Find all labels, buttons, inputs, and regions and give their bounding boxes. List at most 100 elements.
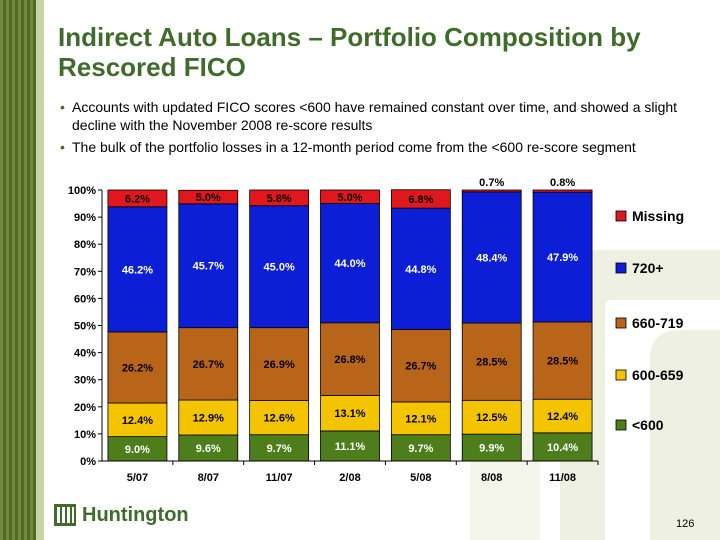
bar-segment (178, 189, 239, 205)
stacked-bar-chart: 0% 10% 20% 30% 40% 50% 60% 70% 80% 90% 100% 9.0% 12… (68, 177, 684, 484)
bar-segment (532, 191, 593, 323)
x-tick-label: 11/07 (266, 472, 293, 484)
legend-label: Missing (632, 208, 684, 224)
legend-swatch (615, 369, 627, 381)
legend-label: 660-719 (632, 315, 684, 331)
bar-segment (390, 189, 451, 209)
bar-segment (107, 206, 168, 333)
bar-segment (107, 331, 168, 404)
bar-segment (320, 203, 380, 324)
data-label: 44.0% (334, 258, 365, 270)
bar-segment (532, 321, 593, 400)
data-label: 45.0% (264, 262, 295, 274)
bar-segment (249, 327, 310, 401)
y-tick-label: 50% (74, 321, 96, 333)
bar-segment (320, 395, 380, 432)
chart-legend: Missing 720+ 660-719 600-659 <600 (615, 208, 684, 433)
y-tick-label: 80% (74, 239, 96, 251)
y-tick-label: 20% (74, 402, 96, 414)
legend-label: 720+ (632, 260, 664, 276)
data-label: 9.9% (479, 443, 504, 455)
data-label: 48.4% (476, 252, 507, 264)
legend-swatch (615, 419, 627, 431)
data-label: 12.6% (264, 413, 295, 425)
data-label: 26.8% (334, 354, 365, 366)
y-tick-label: 60% (74, 293, 96, 305)
data-label: 11.1% (335, 441, 366, 453)
y-tick-label: 0% (80, 456, 96, 468)
left-decorative-stripe (36, 0, 44, 540)
data-label: 9.0% (125, 444, 150, 456)
x-tick-label: 11/08 (549, 472, 576, 484)
data-label: 45.7% (193, 261, 224, 273)
data-label: 6.8% (408, 194, 433, 206)
data-label: 28.5% (476, 357, 507, 369)
bullet-item: Accounts with updated FICO scores <600 h… (60, 98, 700, 134)
bar-segment (178, 399, 239, 436)
data-label: 26.2% (122, 363, 153, 375)
data-label: 9.7% (267, 443, 292, 455)
x-tick-label: 8/08 (481, 472, 502, 484)
bar-segment (461, 433, 522, 462)
data-label: 5.0% (196, 192, 221, 204)
data-label: 5.0% (337, 192, 362, 204)
y-tick-label: 70% (74, 266, 96, 278)
bar-series: 9.0% 12.4% 26.2% 46.2% 6.2% 9.6% 12.9% 26.7% 45.… (107, 177, 593, 462)
y-axis: 0% 10% 20% 30% 40% 50% 60% 70% 80% 90% 100% (68, 185, 103, 468)
left-decorative-band (0, 0, 36, 540)
bar-segment (461, 189, 522, 193)
data-label: 0.7% (479, 177, 504, 189)
page-number: 126 (676, 518, 695, 530)
huntington-logo: Huntington (54, 503, 189, 527)
data-label: 47.9% (547, 252, 578, 264)
bar-segment (107, 402, 168, 438)
bar-segment (178, 327, 239, 401)
bullet-item: The bulk of the portfolio losses in a 12… (60, 138, 700, 156)
legend-label: 600-659 (632, 367, 684, 383)
bar-segment (178, 434, 239, 462)
bar-segment (532, 189, 593, 193)
bar-segment (320, 322, 380, 396)
data-label: 12.9% (193, 413, 224, 425)
bar-segment (107, 436, 168, 462)
data-label: 46.2% (122, 264, 153, 276)
bar-segment (390, 329, 451, 403)
bar-segment (320, 189, 380, 204)
x-axis: 5/07 8/07 11/07 2/08 5/08 8/08 11/08 (102, 460, 599, 484)
data-label: 12.4% (547, 411, 578, 423)
legend-swatch (615, 317, 627, 329)
y-tick-label: 100% (68, 185, 96, 197)
logo-text: Huntington (82, 503, 189, 526)
y-tick-label: 10% (74, 429, 96, 441)
bar-segment (390, 207, 451, 330)
x-tick-label: 2/08 (339, 472, 360, 484)
data-label: 10.4% (547, 442, 578, 454)
legend-label: <600 (632, 417, 664, 433)
data-label: 6.2% (125, 193, 150, 205)
huntington-logo-icon (54, 504, 76, 526)
data-label: 9.7% (408, 443, 433, 455)
data-label: 12.4% (122, 415, 153, 427)
data-label: 9.6% (196, 443, 221, 455)
data-label: 28.5% (547, 356, 578, 368)
legend-swatch (615, 262, 627, 274)
data-label: 12.1% (405, 413, 436, 425)
y-tick-label: 40% (74, 348, 96, 360)
data-label: 44.8% (405, 264, 436, 276)
bar-segment (178, 203, 239, 329)
data-label: 12.5% (476, 412, 507, 424)
bar-segment (461, 322, 522, 401)
slide-title: Indirect Auto Loans – Portfolio Composit… (58, 22, 641, 82)
data-label: 0.8% (550, 177, 575, 189)
data-label: 13.1% (334, 408, 365, 420)
x-tick-label: 5/07 (127, 472, 148, 484)
x-tick-label: 8/07 (198, 472, 219, 484)
data-label: 26.9% (264, 359, 295, 371)
x-tick-label: 5/08 (410, 472, 431, 484)
y-tick-label: 30% (74, 375, 96, 387)
legend-swatch (615, 210, 627, 222)
bar-segment (532, 398, 593, 434)
bar-segment (249, 189, 310, 207)
data-label: 26.7% (405, 361, 436, 373)
y-tick-label: 90% (74, 212, 96, 224)
